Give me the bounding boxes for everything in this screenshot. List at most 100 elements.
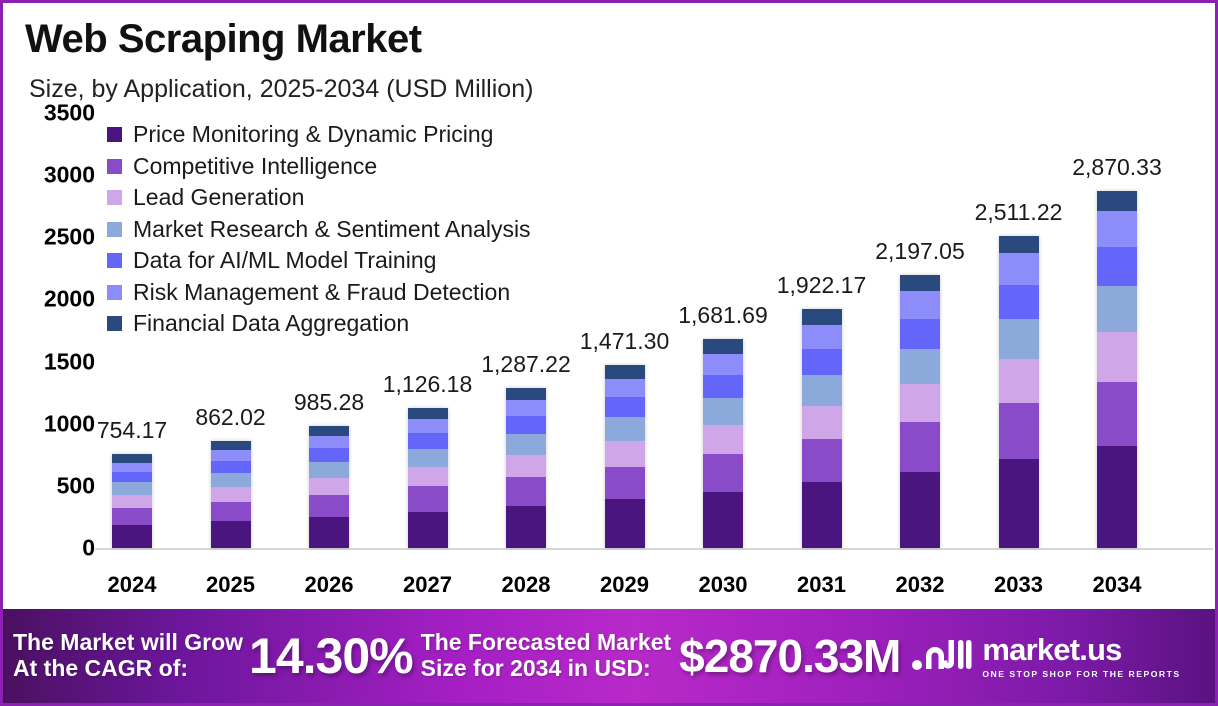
bar-segment[interactable] [900, 471, 940, 548]
bar-segment[interactable] [506, 454, 546, 478]
bar-segment[interactable] [309, 494, 349, 517]
bar-segment[interactable] [210, 501, 251, 521]
bar-segment[interactable] [210, 520, 251, 548]
bar-segment[interactable] [309, 516, 349, 548]
bar-segment[interactable] [112, 507, 152, 525]
stacked-bar[interactable] [703, 339, 743, 548]
bar-segment[interactable] [604, 499, 645, 548]
bar-segment[interactable] [604, 378, 645, 398]
bar-segment[interactable] [309, 461, 349, 478]
bar-segment[interactable] [801, 324, 842, 349]
bar-segment[interactable] [506, 477, 546, 507]
bar-segment[interactable] [801, 439, 842, 483]
bar-segment[interactable] [407, 448, 448, 467]
bar-segment[interactable] [1097, 332, 1137, 383]
bar-segment[interactable] [506, 388, 546, 401]
bar-segment[interactable] [210, 472, 251, 487]
stacked-bar[interactable] [900, 274, 940, 548]
bar-segment[interactable] [309, 435, 349, 449]
bar-segment[interactable] [900, 384, 940, 423]
legend-item[interactable]: Price Monitoring & Dynamic Pricing [107, 119, 627, 151]
bar-segment[interactable] [604, 440, 645, 467]
stacked-bar[interactable] [112, 454, 152, 548]
bar-segment[interactable] [506, 400, 546, 417]
bar-segment[interactable] [210, 440, 251, 451]
bar-segment[interactable] [801, 309, 842, 325]
bar-segment[interactable] [407, 466, 448, 487]
market-us-logo[interactable]: market.us ONE STOP SHOP FOR THE REPORTS [910, 634, 1180, 679]
bar-segment[interactable] [998, 318, 1039, 360]
bar-segment[interactable] [801, 482, 842, 548]
bar-segment[interactable] [604, 397, 645, 418]
legend-item[interactable]: Data for AI/ML Model Training [107, 245, 627, 277]
bar-segment[interactable] [309, 425, 349, 436]
bar-segment[interactable] [604, 417, 645, 441]
stacked-bar[interactable] [604, 365, 645, 548]
bar-segment[interactable] [1097, 246, 1137, 286]
legend-item[interactable]: Risk Management & Fraud Detection [107, 277, 627, 309]
bar-segment[interactable] [407, 419, 448, 434]
bar-segment[interactable] [900, 318, 940, 349]
bar-segment[interactable] [112, 472, 152, 483]
bar-segment[interactable] [801, 405, 842, 440]
stacked-bar[interactable] [801, 309, 842, 548]
bar-group-2024[interactable]: 754.17 2024 [97, 113, 167, 597]
bar-segment[interactable] [210, 450, 251, 461]
bar-group-2033[interactable]: 2,511.22 2033 [975, 113, 1063, 597]
bar-segment[interactable] [998, 235, 1039, 254]
stacked-bar[interactable] [506, 388, 546, 548]
bar-segment[interactable] [407, 408, 448, 420]
bar-segment[interactable] [604, 466, 645, 500]
bar-group-2026[interactable]: 985.28 2026 [294, 113, 364, 597]
bar-segment[interactable] [506, 416, 546, 435]
bar-group-2028[interactable]: 1,287.22 2028 [481, 113, 571, 597]
bar-segment[interactable] [703, 397, 743, 425]
bar-segment[interactable] [1097, 382, 1137, 447]
bar-segment[interactable] [801, 374, 842, 406]
bar-segment[interactable] [604, 365, 645, 379]
bar-segment[interactable] [703, 353, 743, 375]
bar-segment[interactable] [1097, 210, 1137, 247]
bar-segment[interactable] [112, 494, 152, 508]
bar-segment[interactable] [900, 274, 940, 292]
bar-segment[interactable] [703, 374, 743, 398]
bar-segment[interactable] [1097, 446, 1137, 548]
stacked-bar[interactable] [309, 425, 349, 548]
stacked-bar[interactable] [407, 408, 448, 548]
bar-segment[interactable] [407, 486, 448, 512]
bar-segment[interactable] [900, 291, 940, 319]
bar-segment[interactable] [998, 459, 1039, 548]
bar-group-2030[interactable]: 1,681.69 2030 [678, 113, 768, 597]
bar-segment[interactable] [112, 462, 152, 473]
bar-segment[interactable] [703, 339, 743, 354]
stacked-bar[interactable] [998, 235, 1039, 548]
bar-segment[interactable] [506, 434, 546, 455]
bar-segment[interactable] [900, 422, 940, 472]
bar-segment[interactable] [998, 253, 1039, 285]
bar-group-2029[interactable]: 1,471.30 2029 [580, 113, 670, 597]
bar-segment[interactable] [210, 460, 251, 473]
bar-segment[interactable] [1097, 191, 1137, 211]
bar-group-2032[interactable]: 2,197.05 2032 [875, 113, 965, 597]
bar-segment[interactable] [998, 359, 1039, 404]
bar-segment[interactable] [703, 454, 743, 492]
bar-segment[interactable] [801, 348, 842, 375]
bar-segment[interactable] [112, 454, 152, 463]
bar-segment[interactable] [703, 424, 743, 455]
legend-item[interactable]: Financial Data Aggregation [107, 308, 627, 340]
bar-segment[interactable] [1097, 285, 1137, 333]
bar-group-2025[interactable]: 862.02 2025 [195, 113, 265, 597]
legend-item[interactable]: Competitive Intelligence [107, 151, 627, 183]
stacked-bar[interactable] [210, 440, 251, 548]
bar-segment[interactable] [309, 448, 349, 462]
bar-segment[interactable] [703, 491, 743, 548]
bar-segment[interactable] [506, 506, 546, 548]
legend-item[interactable]: Market Research & Sentiment Analysis [107, 214, 627, 246]
bar-group-2027[interactable]: 1,126.18 2027 [383, 113, 473, 597]
bar-segment[interactable] [210, 486, 251, 502]
bar-group-2031[interactable]: 1,922.17 2031 [777, 113, 867, 597]
bar-segment[interactable] [112, 524, 152, 548]
bar-segment[interactable] [407, 433, 448, 449]
bar-segment[interactable] [998, 403, 1039, 460]
legend-item[interactable]: Lead Generation [107, 182, 627, 214]
